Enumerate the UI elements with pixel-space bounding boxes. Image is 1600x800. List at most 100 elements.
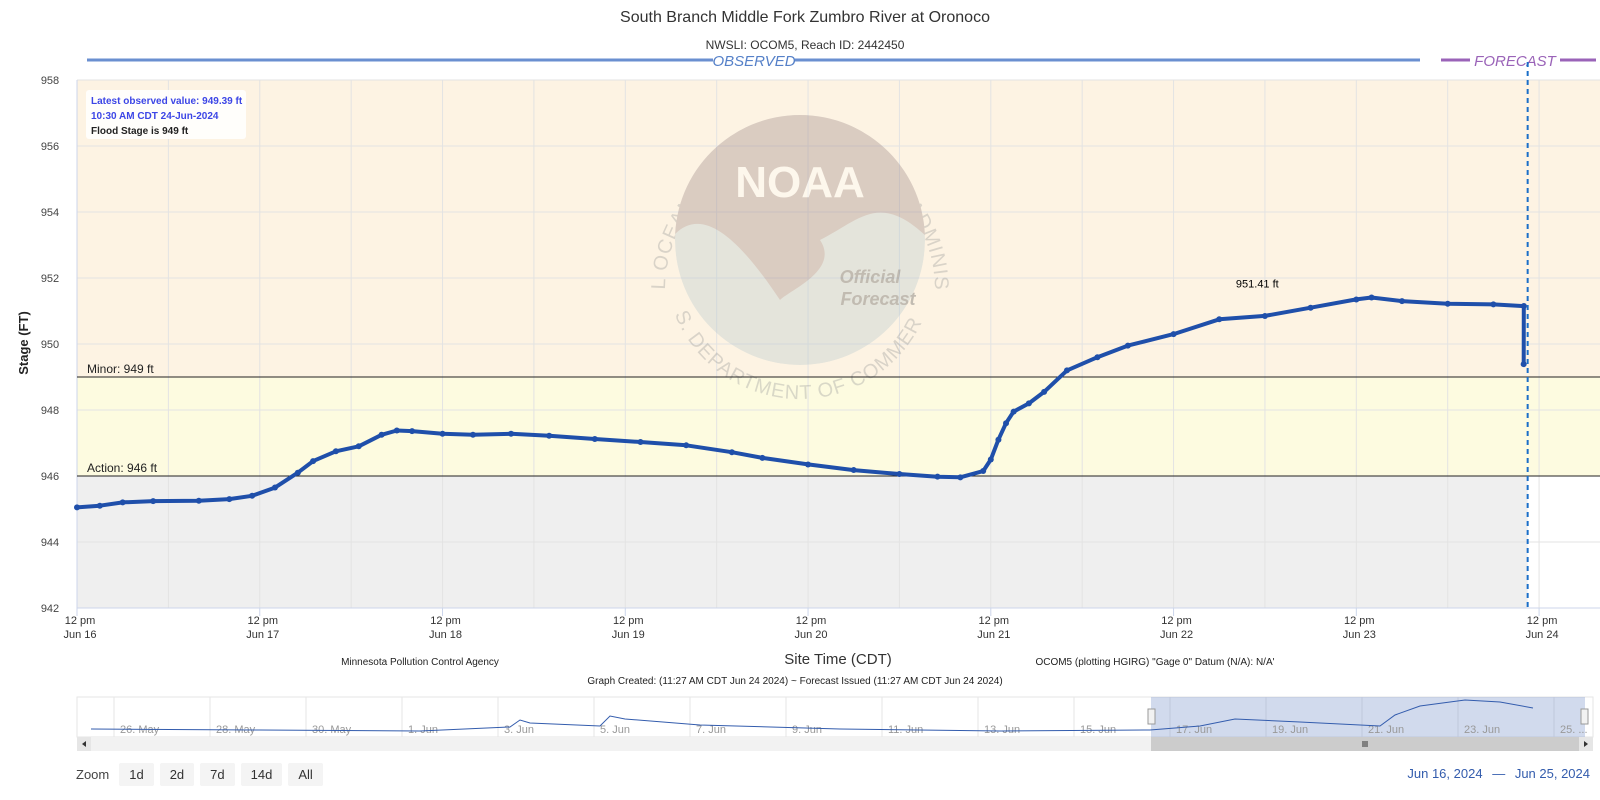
noaa-logo-circle: [675, 115, 925, 365]
x-tick-label: Jun 23: [1343, 629, 1376, 641]
data-point: [1041, 388, 1048, 395]
x-tick-label: 12 pm: [247, 615, 278, 627]
data-point: [96, 502, 103, 509]
threshold-label: Minor: 949 ft: [87, 362, 154, 376]
data-point: [957, 474, 964, 481]
zoom-bar: Zoom 1d 2d 7d 14d All: [76, 763, 323, 786]
observed-series: 951.41 ft: [74, 278, 1527, 511]
navigator[interactable]: 26. May 28. May 30. May 1. Jun 3. Jun 5. Jun 7…: [76, 696, 1594, 738]
navigator-handle-left[interactable]: [1147, 708, 1156, 725]
data-point: [1353, 296, 1360, 303]
range-readout: Jun 16, 2024 — Jun 25, 2024: [1401, 766, 1590, 781]
data-point: [1025, 400, 1032, 407]
data-point: [637, 439, 644, 446]
data-point: [378, 431, 385, 438]
above-minor-band: [77, 80, 1528, 377]
data-point: [759, 454, 766, 461]
data-point: [508, 430, 515, 437]
noaa-logo-upper: [675, 115, 925, 300]
x-tick-label: Jun 22: [1160, 629, 1193, 641]
x-axis-title: Site Time (CDT): [784, 651, 892, 668]
navigator-label: 21. Jun: [1368, 724, 1404, 736]
navigator-label: 19. Jun: [1272, 724, 1308, 736]
range-to[interactable]: Jun 25, 2024: [1514, 766, 1590, 781]
chart-title: South Branch Middle Fork Zumbro River at…: [620, 9, 990, 26]
y-tick-label: 942: [41, 603, 59, 615]
x-tick-label: Jun 17: [246, 629, 279, 641]
threshold-lines: Minor: 949 ft Action: 946 ft: [77, 62, 1600, 608]
data-point: [683, 442, 690, 449]
peak-label: 951.41 ft: [1236, 278, 1279, 290]
data-point: [934, 473, 941, 480]
y-tick-label: 954: [41, 207, 59, 219]
x-tick-label: 12 pm: [65, 615, 96, 627]
data-point: [1368, 294, 1375, 301]
official-forecast-line2: Forecast: [840, 289, 916, 309]
series-line: [75, 295, 1526, 510]
zoom-1d-button[interactable]: 1d: [119, 763, 154, 786]
data-point: [980, 468, 987, 475]
data-point: [469, 431, 476, 438]
data-point: [249, 492, 256, 499]
agency-credit: Minnesota Pollution Control Agency: [341, 657, 499, 668]
range-dash: —: [1492, 766, 1506, 781]
data-point: [728, 449, 735, 456]
data-point: [1307, 304, 1314, 311]
data-point: [150, 498, 157, 505]
x-tick-label: 12 pm: [979, 615, 1010, 627]
x-tick-label: 12 pm: [1161, 615, 1192, 627]
threshold-label: Action: 946 ft: [87, 461, 158, 475]
zoom-14d-button[interactable]: 14d: [240, 763, 283, 786]
info-latest-value: Latest observed value: 949.39 ft: [91, 96, 243, 107]
forecast-action-to-minor-band: [1527, 377, 1600, 476]
y-tick-label: 950: [41, 339, 59, 351]
info-flood-stage: Flood Stage is 949 ft: [91, 126, 189, 137]
datum-note: OCOM5 (plotting HGIRG) "Gage 0" Datum (N…: [1035, 657, 1274, 668]
official-forecast-line1: Official: [840, 267, 902, 287]
data-point: [294, 469, 301, 476]
x-tick-label: Jun 20: [795, 629, 828, 641]
observed-label: OBSERVED: [712, 53, 795, 70]
navigator-scrollbar[interactable]: [77, 737, 1593, 751]
data-point: [1490, 301, 1497, 308]
data-point: [195, 497, 202, 504]
scroll-right-arrow-icon: [1584, 741, 1588, 747]
data-point: [1520, 303, 1527, 310]
zoom-all-button[interactable]: All: [288, 763, 323, 786]
data-point: [119, 499, 126, 506]
data-point: [546, 432, 553, 439]
data-point: [1010, 408, 1017, 415]
x-tick-label: 12 pm: [1344, 615, 1375, 627]
data-point: [439, 430, 446, 437]
y-tick-label: 958: [41, 75, 59, 87]
y-axis-title: Stage (FT): [16, 311, 31, 375]
data-point: [1124, 342, 1131, 349]
data-point: [393, 427, 400, 434]
data-point: [355, 443, 362, 450]
y-tick-label: 956: [41, 141, 59, 153]
scroll-left-arrow-icon: [82, 741, 86, 747]
data-point: [1094, 354, 1101, 361]
data-point: [409, 428, 416, 435]
navigator-handle-right[interactable]: [1580, 708, 1589, 725]
x-tick-label: 12 pm: [613, 615, 644, 627]
range-from[interactable]: Jun 16, 2024: [1407, 766, 1483, 781]
x-tick-label: Jun 18: [429, 629, 462, 641]
data-point: [74, 504, 80, 511]
navigator-label: 17. Jun: [1176, 724, 1212, 736]
data-point: [310, 458, 317, 465]
navigator-label: 13. Jun: [984, 724, 1020, 736]
data-point: [226, 496, 233, 503]
navigator-label: 9. Jun: [792, 724, 822, 736]
zoom-7d-button[interactable]: 7d: [200, 763, 235, 786]
y-axis: 942 944 946 948 950 952 954 956 958: [41, 75, 59, 615]
graph-created-note: Graph Created: (11:27 AM CDT Jun 24 2024…: [587, 676, 1002, 687]
data-point: [805, 461, 812, 468]
x-tick-label: 12 pm: [1527, 615, 1558, 627]
zoom-2d-button[interactable]: 2d: [159, 763, 195, 786]
navigator-label: 26. May: [120, 724, 160, 736]
x-axis: 12 pm Jun 16 12 pm Jun 17 12 pm Jun 18 12 pm Ju…: [63, 608, 1559, 641]
navigator-selected-range[interactable]: [1151, 697, 1585, 737]
noaa-logo-text: NOAA: [735, 158, 865, 207]
